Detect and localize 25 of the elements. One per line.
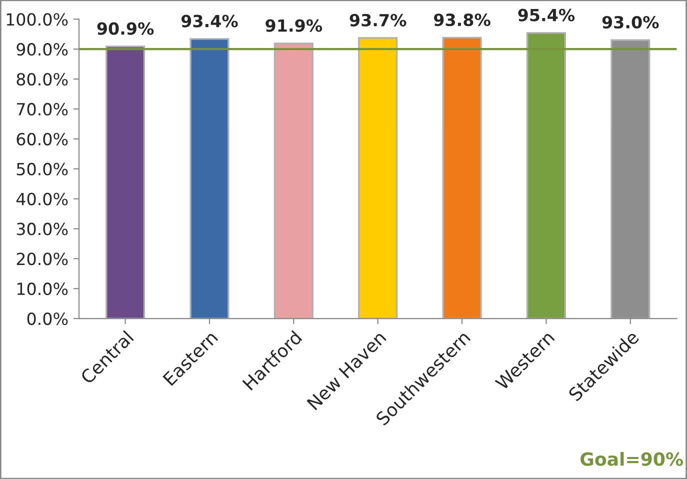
y-tick-label: 90.0% bbox=[16, 43, 68, 56]
y-tick-label: 70.0% bbox=[17, 102, 68, 116]
y-tick-label: 60.0% bbox=[16, 132, 68, 146]
bar bbox=[442, 36, 482, 319]
data-label: 93.4% bbox=[181, 14, 238, 28]
y-tick-label: 80.0% bbox=[16, 72, 68, 86]
y-tick-label: 10.0% bbox=[17, 282, 68, 296]
y-tick-label: 20.0% bbox=[16, 252, 68, 266]
data-label: 90.9% bbox=[97, 22, 154, 35]
data-label: 93.0% bbox=[602, 16, 659, 29]
bar bbox=[106, 46, 146, 319]
bar bbox=[190, 38, 230, 319]
ref-line-label: Goal=90% bbox=[580, 452, 683, 466]
y-tick-label: 100.0% bbox=[6, 13, 68, 26]
y-tick-label: 40.0% bbox=[16, 192, 68, 206]
y-tick-label: 30.0% bbox=[16, 222, 68, 236]
bar bbox=[358, 37, 398, 319]
bar bbox=[274, 42, 314, 319]
y-tick-label: 0.0% bbox=[27, 312, 68, 326]
data-label: 93.8% bbox=[434, 14, 490, 26]
data-label: 93.7% bbox=[350, 14, 406, 26]
data-label: 91.9% bbox=[266, 19, 322, 32]
bar bbox=[526, 32, 566, 319]
data-label: 95.4% bbox=[518, 8, 575, 22]
y-tick-label: 50.0% bbox=[16, 162, 68, 176]
